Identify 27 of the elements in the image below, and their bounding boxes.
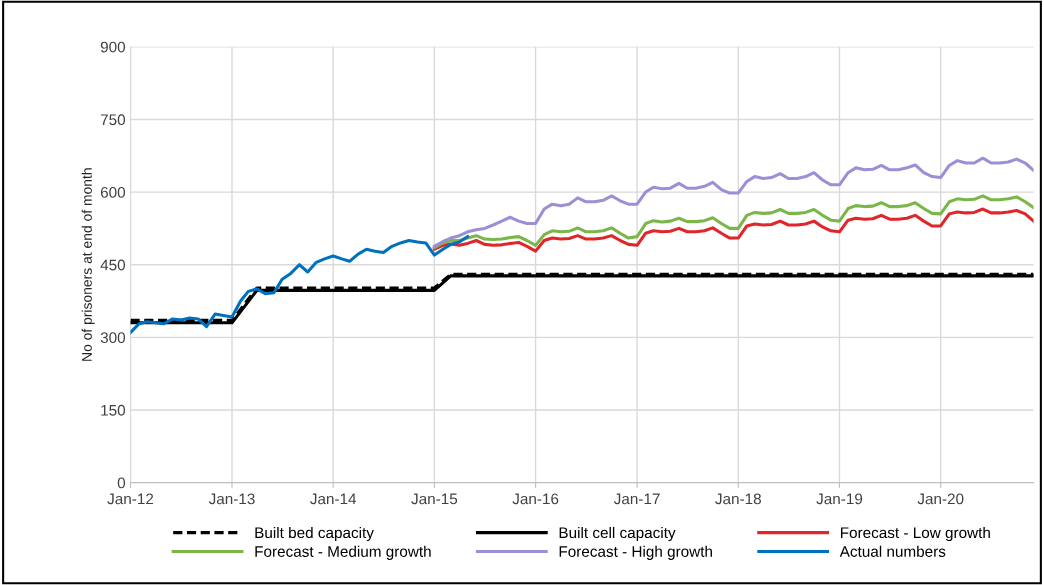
legend-label: Forecast - Medium growth <box>255 545 431 560</box>
y-tick-label: 600 <box>100 186 126 198</box>
line-series <box>432 156 1034 248</box>
y-tick-label: 900 <box>100 41 126 53</box>
line-series <box>432 194 1034 250</box>
legend-label: Built cell capacity <box>559 526 676 542</box>
x-tick-label: Jan-16 <box>512 493 559 505</box>
x-tick-label: Jan-18 <box>715 493 761 505</box>
legend-label: Actual numbers <box>839 545 946 557</box>
x-tick-label: Jan-13 <box>208 493 255 505</box>
x-tick-label: Jan-14 <box>310 493 357 505</box>
legend-label: Built bed capacity <box>255 526 374 542</box>
y-tick-label: 150 <box>101 404 126 416</box>
y-tick-label: 300 <box>100 332 126 344</box>
legend-label: Forecast - High growth <box>559 545 712 560</box>
y-tick-label: 450 <box>100 259 126 271</box>
x-tick-label: Jan-15 <box>411 493 458 505</box>
line-series <box>130 235 470 335</box>
y-axis-title: No of prisoners at end of month <box>81 168 95 361</box>
x-tick-label: Jan-19 <box>816 493 863 505</box>
x-tick-label: Jan-17 <box>613 493 660 505</box>
line-series <box>432 207 1034 253</box>
x-tick-label: Jan-12 <box>107 493 154 505</box>
y-tick-label: 0 <box>117 477 126 489</box>
x-tick-label: Jan-20 <box>917 493 964 505</box>
legend-label: Forecast - Low growth <box>840 526 990 542</box>
y-tick-label: 750 <box>100 114 126 126</box>
